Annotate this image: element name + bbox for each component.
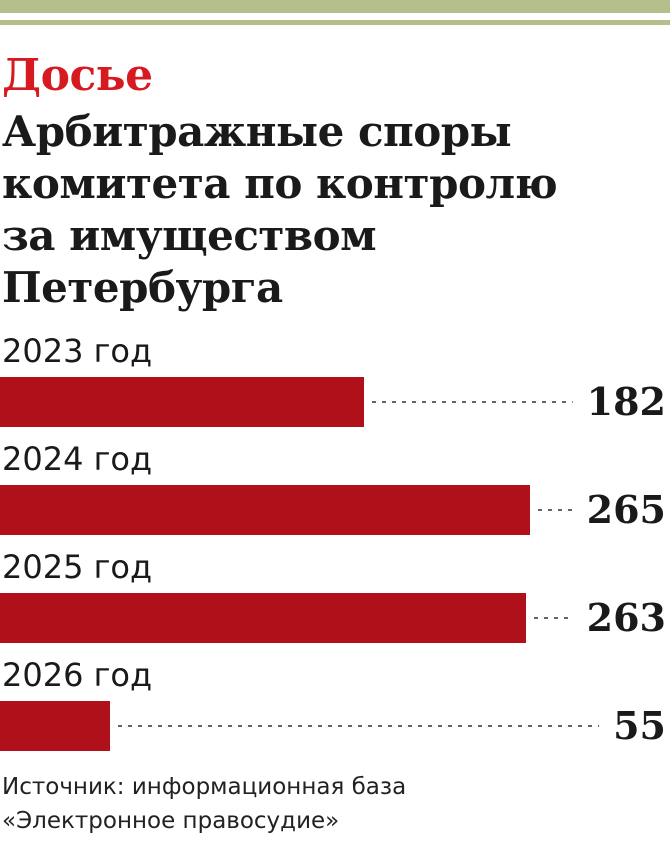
chart-title: Арбитражные споры комитета по контролю з… [2,107,558,312]
category-label: 2025 год [2,548,152,586]
source-line-2: «Электронное правосудие» [2,808,340,834]
bar [0,593,526,643]
category-label: 2026 год [2,656,152,694]
top-rule [0,0,670,13]
value-label: 182 [587,379,666,424]
source-note: Источник: информационная база «Электронн… [2,770,662,838]
bar [0,701,110,751]
category-label: 2024 год [2,440,152,478]
source-line-1: Источник: информационная база [2,774,407,800]
top-rule-thin [0,20,670,25]
bar [0,485,530,535]
bar-chart: 2023 год 182 2024 год 265 2025 год 263 2026 го… [0,332,666,751]
category-label: 2023 год [2,332,152,370]
bar [0,377,364,427]
value-label: 55 [613,703,666,748]
value-label: 265 [587,487,666,532]
value-label: 263 [587,595,666,640]
kicker: Досье [2,50,153,101]
